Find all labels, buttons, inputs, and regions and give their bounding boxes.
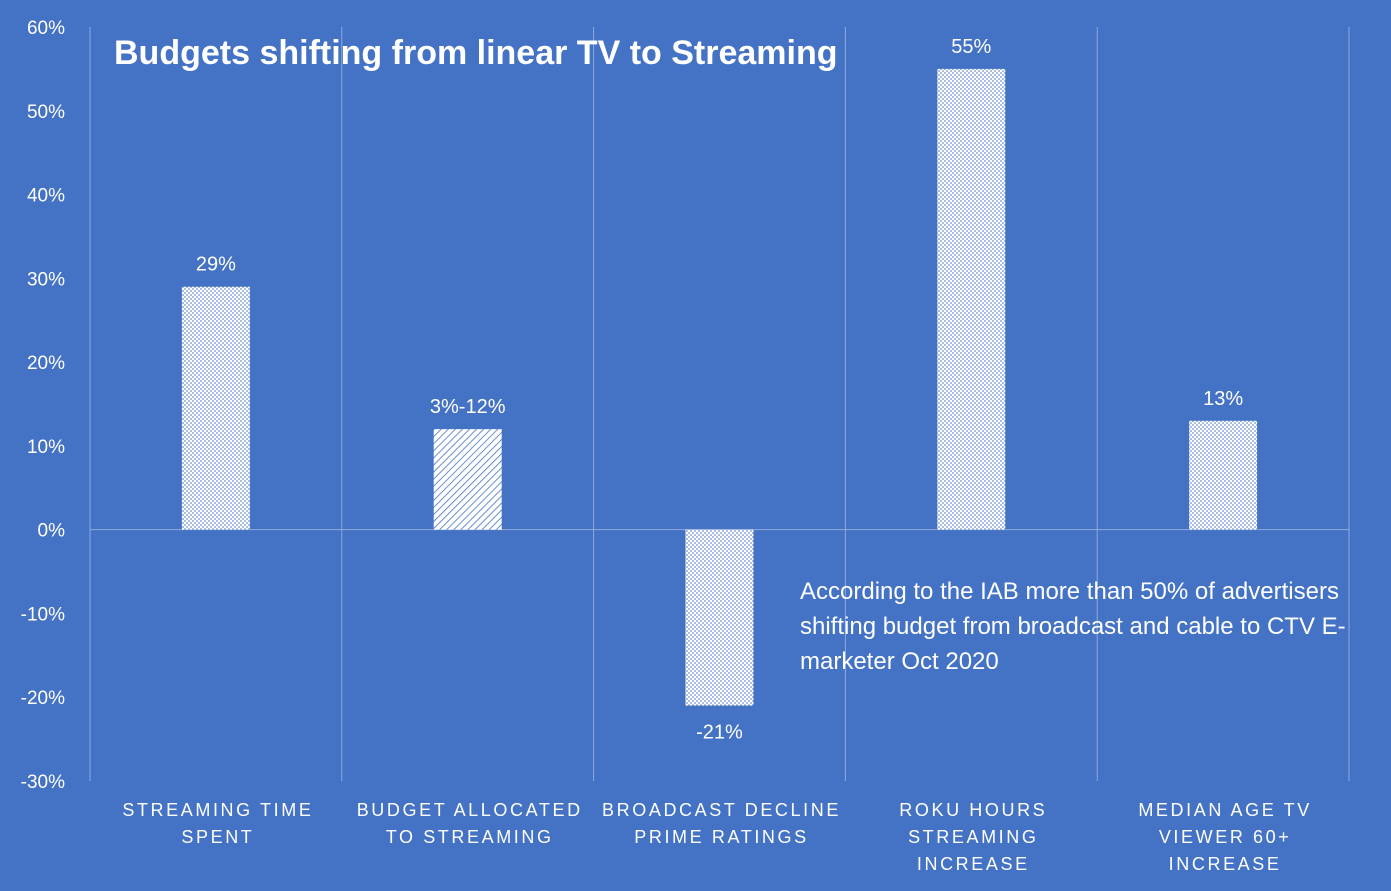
data-label: 29%	[196, 254, 236, 276]
y-tick-label: 60%	[27, 18, 65, 39]
bar	[937, 68, 1006, 530]
bar	[181, 286, 250, 530]
y-tick-label: -30%	[21, 772, 65, 793]
x-tick-label: ROKU HOURS STREAMING INCREASE	[899, 800, 1048, 874]
data-label: 13%	[1203, 388, 1243, 410]
y-tick-label: 20%	[27, 353, 65, 374]
x-tick-label: BUDGET ALLOCATED TO STREAMING	[356, 800, 583, 847]
chart-annotation: According to the IAB more than 50% of ad…	[800, 578, 1346, 675]
y-tick-label: 50%	[27, 102, 65, 123]
x-tick-label: MEDIAN AGE TV VIEWER 60+ INCREASE	[1138, 800, 1312, 874]
bar	[433, 429, 502, 530]
y-tick-label: 30%	[27, 269, 65, 290]
chart-title: Budgets shifting from linear TV to Strea…	[114, 34, 838, 72]
x-tick-label: BROADCAST DECLINE PRIME RATINGS	[602, 800, 841, 847]
y-tick-label: 40%	[27, 186, 65, 207]
data-label: 3%-12%	[430, 396, 506, 418]
data-label: -21%	[696, 722, 743, 744]
y-tick-label: 0%	[38, 521, 66, 542]
y-tick-label: -20%	[21, 688, 65, 709]
x-tick-label: STREAMING TIME SPENT	[122, 800, 314, 847]
y-tick-label: -10%	[21, 604, 65, 625]
y-tick-label: 10%	[27, 437, 65, 458]
bar	[1189, 420, 1258, 530]
data-label: 55%	[951, 36, 991, 58]
bar	[685, 529, 754, 706]
